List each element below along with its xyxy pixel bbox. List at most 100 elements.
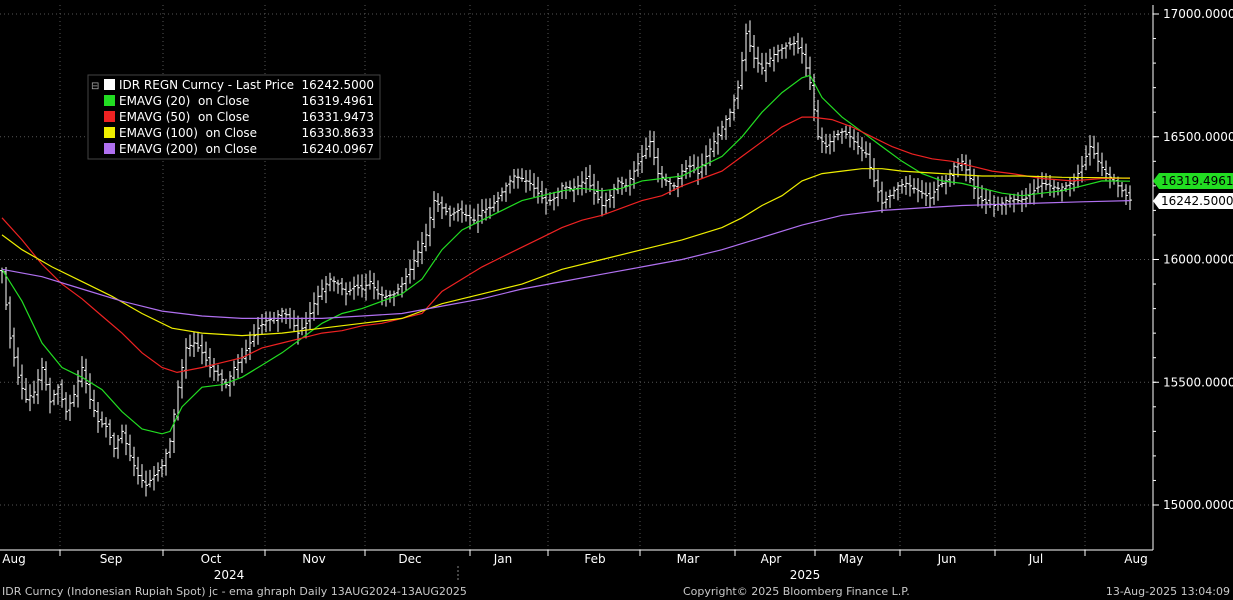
price-bar xyxy=(540,180,544,204)
price-bar xyxy=(720,120,724,140)
price-bar xyxy=(600,187,604,217)
price-bar xyxy=(68,394,72,422)
price-bar xyxy=(132,446,136,477)
price-bar xyxy=(424,223,428,252)
price-bar xyxy=(508,175,512,194)
price-bar xyxy=(740,51,744,90)
price-bar xyxy=(312,292,316,321)
ema-lines xyxy=(1,74,1131,435)
price-bar xyxy=(1092,135,1096,159)
price-bar xyxy=(108,419,112,446)
price-bar xyxy=(28,384,32,412)
price-bar xyxy=(60,379,64,408)
price-bar xyxy=(684,159,688,179)
price-bar xyxy=(816,99,820,140)
price-bar xyxy=(1052,179,1056,198)
price-bar xyxy=(644,137,648,160)
price-bar xyxy=(100,411,104,428)
legend-entry: EMAVG (200) on Close 16240.0967 xyxy=(104,142,374,156)
price-bar xyxy=(52,389,56,406)
price-bar xyxy=(336,279,340,294)
price-bar xyxy=(836,130,840,141)
legend-value: 16319.4961 xyxy=(301,94,374,108)
price-bar xyxy=(96,401,100,433)
footer-center: Copyright© 2025 Bloomberg Finance L.P. xyxy=(683,585,910,598)
price-bar xyxy=(848,125,852,148)
price-bar xyxy=(144,470,148,497)
price-bar xyxy=(496,191,500,213)
last-value-tags: 16319.4961 16242.5000 xyxy=(1153,173,1233,209)
legend-entry: IDR REGN Curncy - Last Price 16242.5000 xyxy=(104,78,374,92)
y-tick-label: 17000.0000 xyxy=(1163,7,1233,21)
price-bar xyxy=(1016,192,1020,205)
price-bar xyxy=(464,204,468,222)
price-bar xyxy=(208,348,212,378)
price-bar xyxy=(408,259,412,284)
price-bar xyxy=(244,339,248,364)
price-bar xyxy=(660,165,664,188)
price-bar xyxy=(248,331,252,361)
price-bar xyxy=(788,37,792,50)
price-bar xyxy=(888,189,892,208)
price-bar xyxy=(648,130,652,158)
price-bar xyxy=(328,272,332,292)
price-bar xyxy=(1036,175,1040,193)
price-bar xyxy=(372,272,376,300)
price-bar xyxy=(840,128,844,144)
price-bar xyxy=(332,276,336,292)
price-bar xyxy=(932,181,936,205)
price-bar xyxy=(160,459,164,478)
price-bar xyxy=(432,191,436,229)
price-bar xyxy=(516,168,520,189)
legend-collapse-icon[interactable]: ⊟ xyxy=(91,81,99,92)
price-bar xyxy=(192,331,196,357)
price-bar xyxy=(1012,193,1016,213)
price-bar xyxy=(964,154,968,182)
price-bar xyxy=(232,360,236,386)
ema-line xyxy=(1,74,1131,435)
legend-value: 16331.9473 xyxy=(301,110,374,124)
price-bar xyxy=(772,46,776,72)
price-bar xyxy=(376,280,380,300)
price-bar xyxy=(472,208,476,225)
price-bar xyxy=(204,341,208,367)
price-bar xyxy=(104,417,108,438)
price-bar xyxy=(892,186,896,199)
price-bar xyxy=(276,310,280,332)
price-bar xyxy=(164,448,168,476)
price-bar xyxy=(1096,142,1100,172)
price-bar xyxy=(1100,152,1104,177)
price-bar xyxy=(580,171,584,196)
x-tick-label: Sep xyxy=(100,552,123,566)
price-bar xyxy=(436,193,440,212)
price-bar xyxy=(188,334,192,357)
price-bar xyxy=(864,141,868,158)
price-bar xyxy=(412,249,416,280)
price-bar xyxy=(384,289,388,307)
price-bar xyxy=(1008,194,1012,208)
price-bar xyxy=(1120,182,1124,198)
price-bar xyxy=(588,164,592,192)
legend-entry: EMAVG (20) on Close 16319.4961 xyxy=(104,94,374,108)
price-bar xyxy=(420,232,424,265)
price-bar xyxy=(532,173,536,198)
price-bar xyxy=(544,188,548,215)
price-bar xyxy=(56,384,60,405)
price-bar xyxy=(156,462,160,482)
price-bar xyxy=(820,127,824,153)
legend-label: EMAVG (200) on Close xyxy=(119,142,257,156)
price-bar xyxy=(784,42,788,59)
price-bar xyxy=(1004,196,1008,215)
price-bar xyxy=(552,191,556,211)
x-tick-label: Jul xyxy=(1028,552,1043,566)
price-bar xyxy=(752,35,756,69)
price-bar xyxy=(316,285,320,316)
price-bar xyxy=(548,192,552,206)
price-bar xyxy=(352,276,356,300)
price-bar xyxy=(360,274,364,298)
price-bar xyxy=(536,176,540,204)
price-bar xyxy=(116,434,120,459)
x-tick-label: Dec xyxy=(398,552,421,566)
price-bar xyxy=(604,192,608,214)
price-bar xyxy=(260,313,264,335)
